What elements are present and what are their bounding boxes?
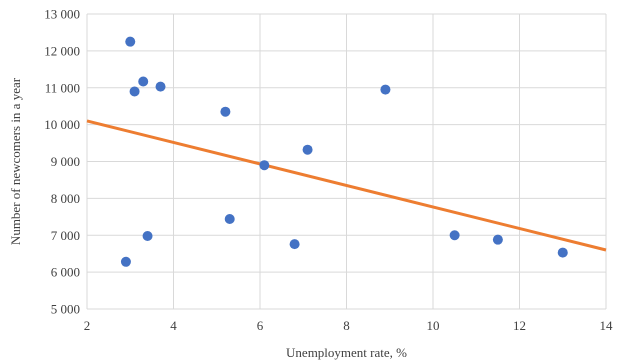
y-tick-label: 7 000 — [51, 228, 80, 243]
data-point — [492, 234, 503, 245]
data-point — [129, 86, 140, 97]
points-layer — [120, 36, 568, 267]
data-point — [125, 36, 136, 47]
x-tick-label: 12 — [513, 318, 526, 333]
x-tick-label: 6 — [257, 318, 264, 333]
y-tick-label: 12 000 — [44, 43, 80, 58]
data-point — [142, 230, 153, 241]
x-tick-label: 14 — [600, 318, 614, 333]
y-tick-label: 6 000 — [51, 265, 80, 280]
data-point — [120, 256, 131, 267]
trendline-layer — [86, 119, 607, 252]
y-tick-label: 5 000 — [51, 302, 80, 317]
x-tick-label: 2 — [84, 318, 91, 333]
y-axis-title: Number of newcomers in a year — [8, 77, 23, 245]
x-tick-label: 4 — [170, 318, 177, 333]
y-tick-label: 10 000 — [44, 117, 80, 132]
x-tick-label: 8 — [343, 318, 350, 333]
data-point — [449, 230, 460, 241]
data-point — [289, 239, 300, 250]
data-point — [220, 106, 231, 117]
data-point — [138, 76, 149, 87]
data-point — [224, 214, 235, 225]
y-tick-label: 11 000 — [45, 80, 80, 95]
grid — [86, 13, 607, 310]
data-point — [302, 144, 313, 155]
trendline — [86, 119, 607, 252]
y-axis-ticks: 5 000 6 000 7 000 8 000 9 000 10 000 11 000 12 … — [44, 7, 80, 317]
y-tick-label: 9 000 — [51, 154, 80, 169]
data-point — [557, 247, 568, 258]
data-point — [259, 160, 270, 171]
y-tick-label: 8 000 — [51, 191, 80, 206]
x-axis-title: Unemployment rate, % — [286, 345, 407, 360]
x-tick-label: 10 — [427, 318, 440, 333]
x-axis-ticks: 2 4 6 8 10 12 14 — [84, 318, 613, 333]
data-point — [380, 84, 391, 95]
y-tick-label: 13 000 — [44, 7, 80, 22]
data-point — [155, 81, 166, 92]
